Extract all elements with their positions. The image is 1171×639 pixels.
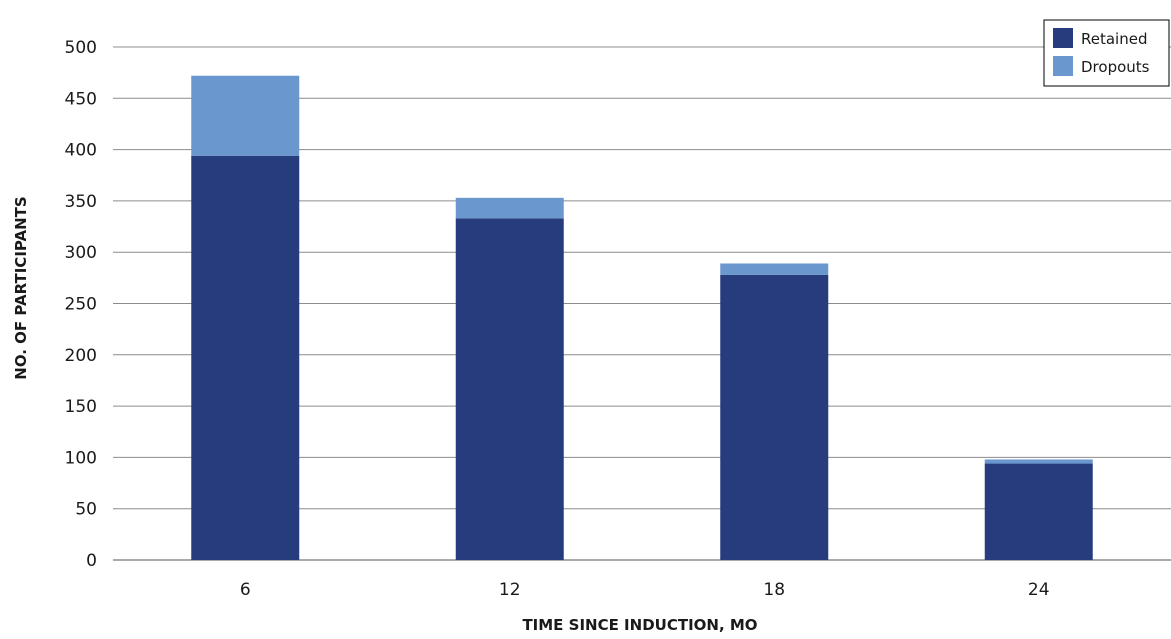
legend-label-retained: Retained — [1081, 30, 1147, 48]
y-axis-ticks: 0 50 100 150 200 250 300 350 400 450 500 — [65, 38, 97, 571]
y-tick-label: 200 — [65, 346, 97, 366]
bar-dropouts-12 — [455, 197, 564, 219]
x-tick-label: 12 — [499, 580, 521, 600]
y-tick-label: 450 — [65, 89, 97, 109]
bars — [191, 75, 1093, 561]
x-tick-label: 24 — [1028, 580, 1050, 600]
y-tick-label: 350 — [65, 192, 97, 212]
x-tick-label: 18 — [763, 580, 785, 600]
x-axis-title: TIME SINCE INDUCTION, MO — [522, 616, 757, 634]
legend-swatch-dropouts — [1053, 56, 1073, 76]
y-axis-title: NO. OF PARTICIPANTS — [12, 196, 30, 379]
y-tick-label: 150 — [65, 397, 97, 417]
y-tick-label: 250 — [65, 295, 97, 315]
y-tick-label: 0 — [86, 551, 97, 571]
y-tick-label: 100 — [65, 448, 97, 468]
bar-dropouts-24 — [984, 459, 1093, 464]
bar-retained-6 — [191, 155, 300, 561]
x-tick-label: 6 — [240, 580, 251, 600]
bar-dropouts-18 — [720, 263, 829, 275]
y-tick-label: 500 — [65, 38, 97, 58]
bar-retained-12 — [455, 218, 564, 561]
y-tick-label: 50 — [75, 500, 97, 520]
legend-swatch-retained — [1053, 28, 1073, 48]
legend-label-dropouts: Dropouts — [1081, 58, 1150, 76]
bar-dropouts-6 — [191, 75, 300, 156]
x-axis-ticks: 6 12 18 24 — [240, 580, 1050, 600]
bar-retained-24 — [984, 463, 1093, 560]
y-tick-label: 400 — [65, 141, 97, 161]
bar-retained-18 — [720, 274, 829, 560]
y-tick-label: 300 — [65, 243, 97, 263]
legend: Retained Dropouts — [1043, 19, 1170, 87]
